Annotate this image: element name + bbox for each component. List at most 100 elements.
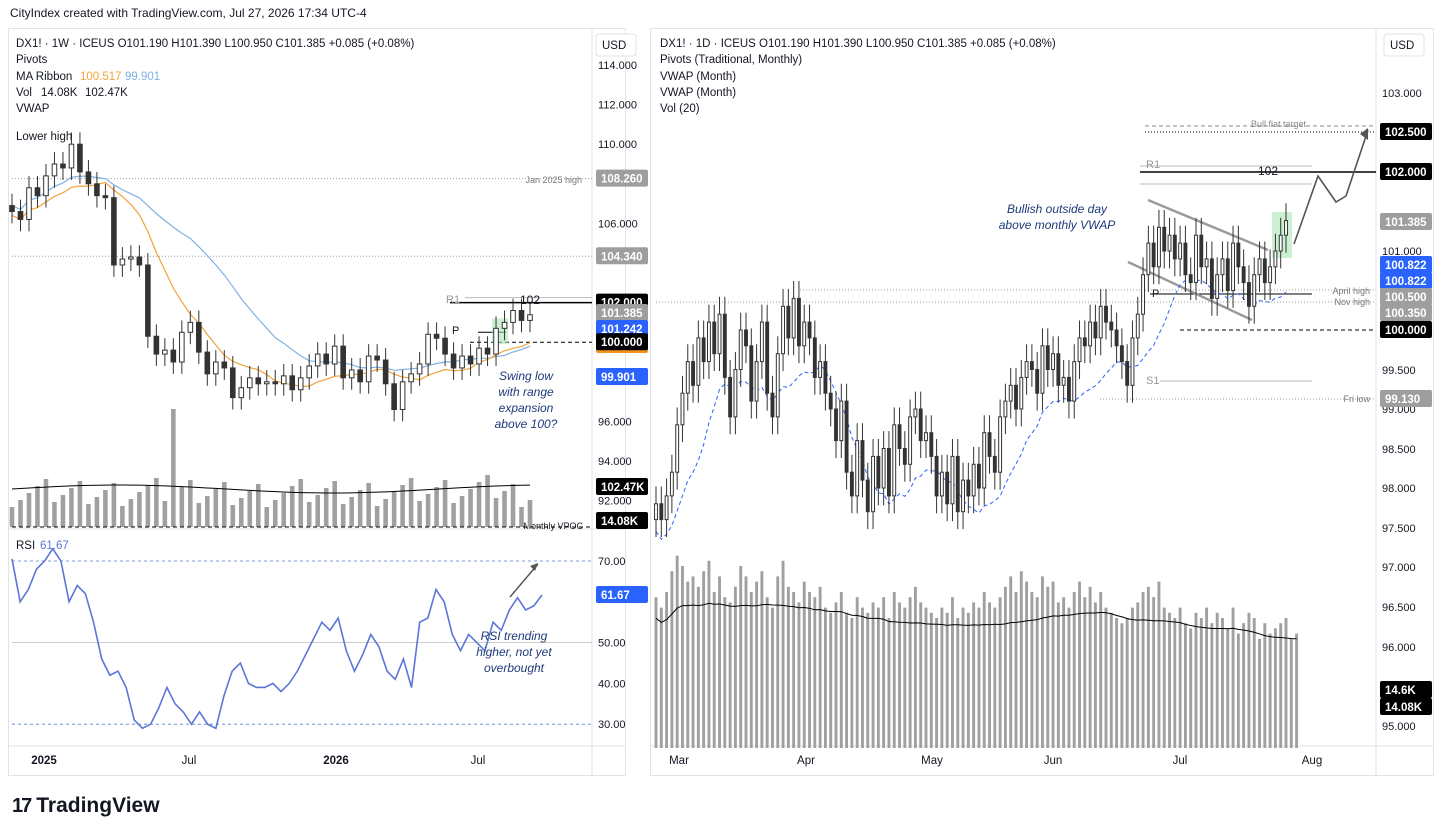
- left-y-tick: 114.000: [598, 60, 637, 72]
- right-volume-bar: [945, 612, 949, 748]
- left-currency-button-bg: [595, 33, 637, 57]
- right-candle-body: [701, 337, 706, 363]
- left-volume-bar: [120, 506, 125, 527]
- left-volume-bar: [60, 495, 66, 527]
- right-volume-bar: [1056, 602, 1060, 748]
- right-candle-body: [1156, 226, 1161, 268]
- left-candle-body: [94, 183, 100, 197]
- right-candle-body: [728, 376, 733, 418]
- left-legend-symbol: DX1! · 1W · ICEUS O101.190 H101.390 L100…: [16, 38, 414, 50]
- right-volume-bar: [686, 581, 690, 748]
- left-volume-bar: [374, 506, 380, 527]
- tradingview-logo-text: TradingView: [36, 794, 160, 817]
- right-candle-body: [950, 455, 955, 505]
- right-volume-bar: [670, 571, 674, 748]
- left-candle-body: [289, 375, 296, 391]
- right-candle-body: [1252, 274, 1257, 307]
- left-volume-bar: [485, 475, 490, 527]
- left-candle-body: [179, 331, 185, 363]
- right-volume-bar: [1194, 612, 1198, 748]
- left-volume-bar: [281, 493, 287, 527]
- right-candle-body: [1178, 242, 1183, 260]
- left-volume-bar: [357, 490, 363, 527]
- right-candle-body: [733, 369, 738, 418]
- left-candle-body: [348, 369, 355, 379]
- right-candle-body: [1114, 329, 1119, 347]
- right-price-label-bg: [1380, 321, 1432, 338]
- left-price-label: 99.901: [601, 372, 637, 384]
- right-volume-bar: [1263, 623, 1267, 748]
- right-candle-body: [680, 392, 685, 426]
- left-candle-body: [26, 187, 32, 220]
- left-candle-body: [229, 367, 236, 399]
- left-volume-bar: [400, 485, 405, 527]
- right-candle-body: [855, 440, 860, 497]
- right-volume-bar: [1030, 592, 1034, 748]
- right-volume-bar: [829, 612, 833, 748]
- right-candle-body: [1014, 384, 1018, 410]
- right-candle-body: [987, 432, 992, 457]
- right-x-tick: Jul: [1173, 755, 1188, 767]
- right-volume-bar: [1125, 618, 1129, 748]
- right-volume-bar: [718, 576, 721, 748]
- right-volume-bar: [913, 586, 917, 748]
- left-legend-pivots: Pivots: [16, 54, 48, 66]
- right-annotation-bull-flat: Bull flat target: [1251, 119, 1307, 129]
- right-candle-body: [892, 424, 897, 497]
- right-volume-bar: [982, 592, 986, 748]
- right-candle-body: [696, 337, 701, 386]
- right-volume-bar: [966, 612, 970, 748]
- right-volume-bar: [1189, 628, 1193, 748]
- left-candle-body: [187, 321, 194, 333]
- left-candle-body: [450, 353, 457, 369]
- left-x-tick: Jul: [182, 755, 197, 767]
- right-candle-body: [828, 392, 833, 410]
- right-candle-body: [786, 305, 791, 339]
- left-volume-bar: [52, 502, 57, 527]
- right-candle-body: [1066, 376, 1071, 402]
- right-price-label-bg: [1380, 272, 1432, 289]
- right-candle-body: [706, 321, 711, 363]
- left-candle-body: [340, 345, 346, 379]
- left-volume-bar: [162, 501, 168, 527]
- right-volume-bar: [1247, 612, 1251, 748]
- left-candle-body: [9, 205, 15, 213]
- right-vol-label-bg: [1380, 698, 1432, 715]
- right-candle-body: [1273, 250, 1278, 268]
- left-annotation-lower-high: Lower high: [16, 131, 72, 143]
- left-annotation-jan-high: Jan 2025 high: [525, 175, 582, 185]
- left-volume-bar: [255, 484, 261, 527]
- right-candle-body: [1220, 258, 1225, 276]
- left-price-label: 101.385: [601, 308, 643, 320]
- left-candle-body: [60, 163, 66, 169]
- right-volume-bar: [1046, 586, 1050, 748]
- left-volume-bar: [264, 507, 270, 527]
- right-volume-bar: [1003, 586, 1007, 748]
- right-volume-bar: [1019, 571, 1023, 748]
- left-candle-body: [467, 355, 474, 365]
- right-candle-body: [1008, 384, 1013, 402]
- left-x-tick: 2025: [31, 755, 57, 767]
- left-volume-bar: [230, 505, 236, 527]
- left-y-tick: 96.000: [598, 416, 632, 428]
- right-projection-arrow-head: [1360, 128, 1368, 140]
- left-candle-body: [272, 381, 279, 385]
- right-candle-body: [738, 329, 743, 370]
- left-candle-body: [374, 355, 380, 361]
- left-rsi-price-label-bg: [596, 585, 648, 603]
- right-volume-bar: [839, 592, 843, 748]
- right-volume-bar: [1093, 602, 1097, 748]
- left-volume-bar: [425, 494, 431, 527]
- left-y-tick: 106.000: [598, 218, 638, 230]
- right-candle-body: [1278, 234, 1283, 252]
- right-annotation-s1: S1: [1146, 375, 1159, 387]
- left-candle-body: [382, 359, 389, 385]
- left-rsi-price-label: 61.67: [601, 590, 630, 602]
- right-candle-body: [1146, 242, 1151, 276]
- left-legend-ma-slow: 99.901: [125, 71, 160, 83]
- right-volume-bar: [882, 597, 886, 748]
- left-volume-bar: [69, 488, 74, 527]
- right-candle-body: [1268, 266, 1273, 284]
- right-volume-bar: [1168, 612, 1171, 748]
